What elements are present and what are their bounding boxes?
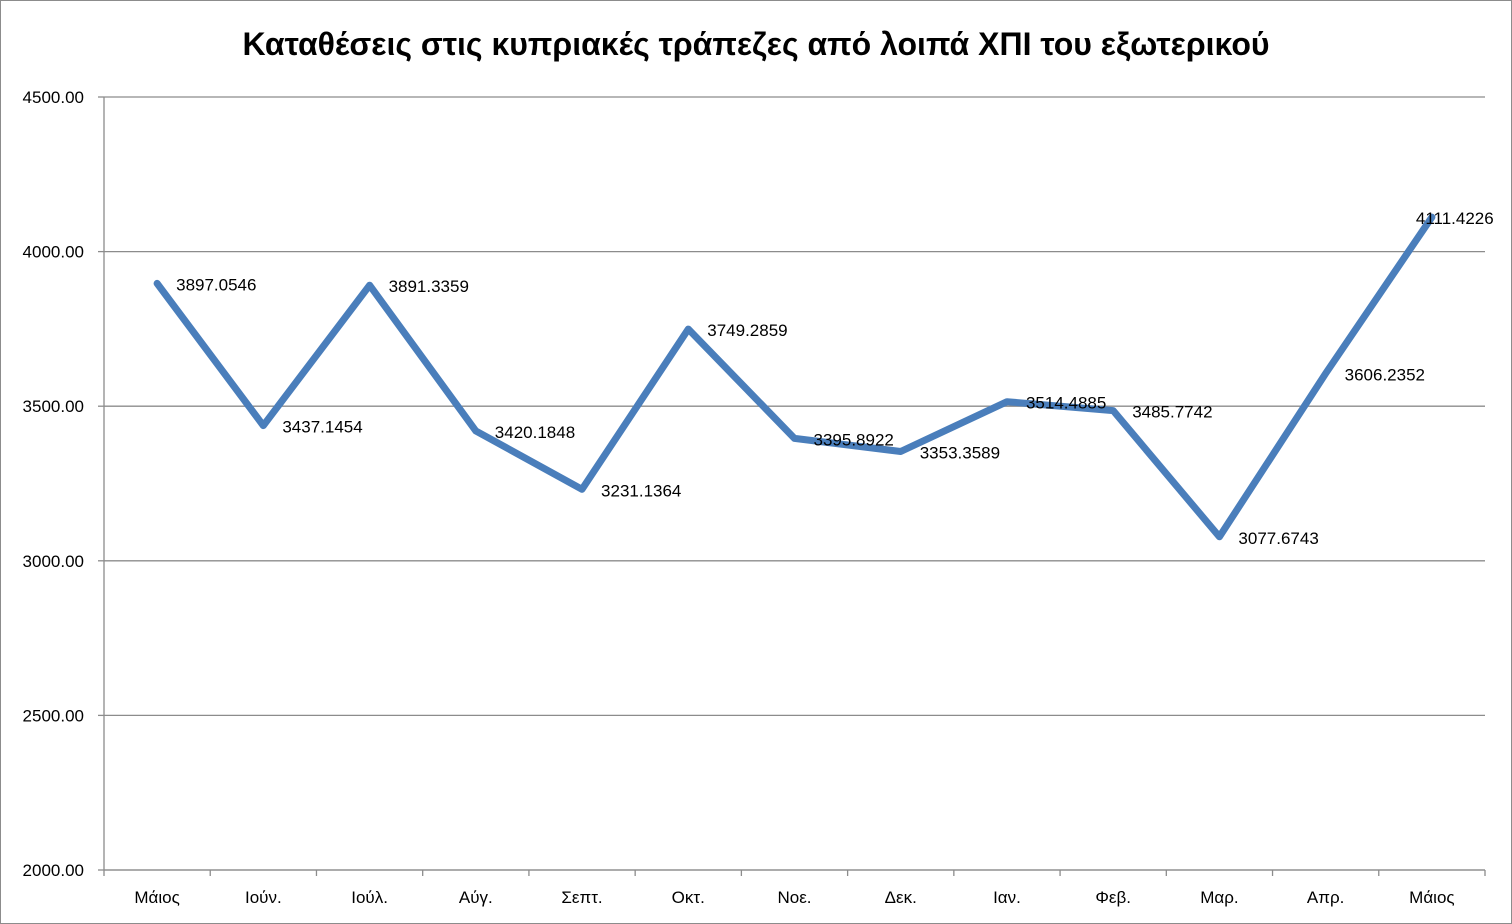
data-point	[792, 436, 797, 441]
data-point	[1429, 215, 1434, 220]
axes	[103, 97, 1485, 871]
y-tick-label: 3500.00	[23, 397, 84, 416]
x-tick-label: Οκτ.	[672, 888, 705, 907]
data-point	[261, 423, 266, 428]
data-label: 4111.4226	[1416, 209, 1494, 228]
data-label: 3749.2859	[707, 321, 787, 340]
data-label: 3891.3359	[389, 277, 469, 296]
series-line	[153, 213, 1436, 541]
y-tick-label: 2000.00	[23, 861, 84, 880]
x-tick-label: Απρ.	[1307, 888, 1344, 907]
data-label: 3395.8922	[814, 430, 894, 449]
data-point	[686, 327, 691, 332]
data-point	[898, 449, 903, 454]
y-tick-label: 4500.00	[23, 88, 84, 107]
data-point	[580, 487, 585, 492]
x-axis-ticks: Μάιος Ιούν. Ιούλ. Αύγ. Σεπτ. Οκτ. Νοε. Δεκ. Ιαν.…	[103, 870, 1486, 907]
y-tick-label: 4000.00	[23, 243, 84, 262]
x-tick-label: Σεπτ.	[561, 888, 602, 907]
data-label: 3514.4885	[1026, 394, 1106, 413]
series	[153, 213, 1436, 541]
data-label: 3897.0546	[176, 275, 256, 294]
x-tick-label: Μάιος	[134, 888, 179, 907]
data-point	[155, 281, 160, 286]
x-tick-label: Μαρ.	[1200, 888, 1238, 907]
x-tick-label: Ιούν.	[245, 888, 282, 907]
x-tick-label: Ιαν.	[993, 888, 1021, 907]
data-labels: 3897.0546 3437.1454 3891.3359 3420.1848 3231…	[176, 209, 1494, 548]
y-tick-label: 2500.00	[23, 706, 84, 725]
x-tick-label: Μάιος	[1409, 888, 1454, 907]
x-tick-label: Δεκ.	[885, 888, 917, 907]
data-point	[1111, 408, 1116, 413]
data-label: 3485.7742	[1132, 403, 1212, 422]
data-point	[367, 283, 372, 288]
data-point	[1323, 371, 1328, 376]
x-tick-label: Αύγ.	[459, 888, 493, 907]
x-tick-label: Φεβ.	[1095, 888, 1131, 907]
data-point	[1004, 399, 1009, 404]
chart-title: Καταθέσεις στις κυπριακές τράπεζες από λ…	[242, 26, 1270, 62]
data-point	[473, 428, 478, 433]
x-tick-label: Ιούλ.	[351, 888, 388, 907]
data-label: 3420.1848	[495, 423, 575, 442]
y-axis-ticks: 2000.00 2500.00 3000.00 3500.00 4000.00 4500.…	[23, 88, 104, 880]
data-point	[1217, 534, 1222, 539]
data-label: 3077.6743	[1238, 529, 1318, 548]
data-label: 3437.1454	[282, 418, 362, 437]
gridlines	[104, 96, 1485, 871]
x-tick-label: Νοε.	[777, 888, 811, 907]
y-tick-label: 3000.00	[23, 552, 84, 571]
data-label: 3231.1364	[601, 481, 681, 500]
data-label: 3606.2352	[1345, 365, 1425, 384]
data-label: 3353.3589	[920, 444, 1000, 463]
